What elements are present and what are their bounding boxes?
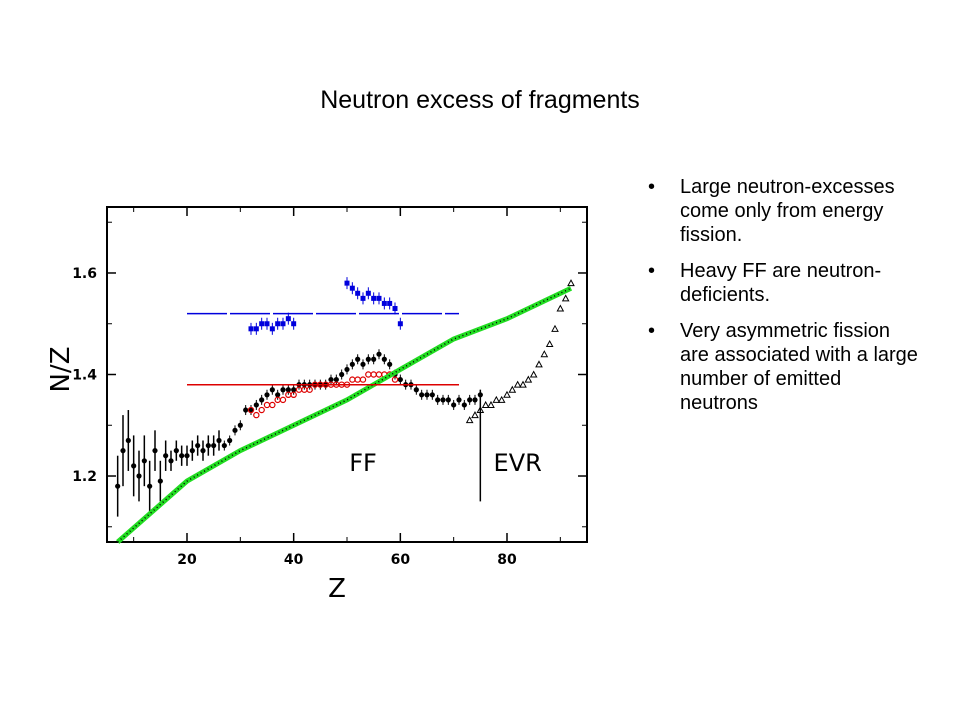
data-point <box>529 370 538 378</box>
data-point <box>551 324 559 332</box>
x-tick-label: 60 <box>391 552 411 568</box>
data-point <box>487 400 495 408</box>
x-tick-label: 20 <box>177 552 197 568</box>
slide-title: Neutron excess of fragments <box>320 86 640 114</box>
y-tick-label: 1.4 <box>72 368 97 384</box>
data-point <box>306 386 313 393</box>
data-point <box>354 376 361 383</box>
y-tick-label: 1.6 <box>72 266 97 282</box>
data-point <box>545 340 554 348</box>
bullet-item: • Heavy FF are neutron-deficients. <box>648 259 918 307</box>
bullet-item: • Large neutron-excesses come only from e… <box>648 175 918 247</box>
data-point <box>290 391 297 399</box>
data-point <box>540 350 549 358</box>
data-point <box>247 406 255 414</box>
data-point <box>567 279 575 287</box>
bullet-text: Very asymmetric fission are associated w… <box>680 320 918 414</box>
data-point <box>535 360 543 368</box>
data-point <box>519 380 527 388</box>
data-point <box>513 380 522 388</box>
data-point <box>359 376 367 383</box>
trend-line <box>116 285 573 544</box>
data-point <box>365 371 372 378</box>
data-point <box>263 401 271 409</box>
y-axis-title: N̄/Z <box>50 346 76 392</box>
data-point <box>349 376 356 383</box>
data-point <box>492 395 501 403</box>
data-point <box>258 406 265 414</box>
y-tick-label: 1.2 <box>72 469 97 485</box>
x-axis-title: Z <box>328 574 346 604</box>
bullet-text: Large neutron-excesses come only from en… <box>680 176 895 246</box>
region-label: EVR <box>494 449 542 477</box>
data-point <box>253 411 260 419</box>
bullet-item: • Very asymmetric fission are associated … <box>648 319 918 415</box>
dotted-trend-line <box>117 287 572 543</box>
data-point <box>279 396 287 404</box>
data-point <box>497 395 506 403</box>
data-point <box>375 371 383 378</box>
data-point <box>561 294 570 302</box>
data-point <box>269 401 276 409</box>
data-point <box>481 400 490 408</box>
bullet-glyph: • <box>648 320 656 342</box>
chart-svg: 20 40 60 80 1.2 1.4 1.6 Z N̄/Z FF EVR <box>50 206 588 604</box>
x-tick-label: 40 <box>284 552 304 568</box>
data-point <box>556 304 565 312</box>
plot-frame <box>106 206 588 543</box>
data-point <box>471 411 479 419</box>
data-point <box>370 371 377 378</box>
x-tick-label: 80 <box>497 552 517 568</box>
data-point <box>503 390 511 398</box>
bullet-glyph: • <box>648 176 656 198</box>
region-label: FF <box>349 449 377 477</box>
bullet-glyph: • <box>648 260 656 282</box>
data-point <box>524 375 533 383</box>
neutron-excess-chart: 20 40 60 80 1.2 1.4 1.6 Z N̄/Z FF EVR <box>50 195 600 615</box>
data-point <box>465 416 474 424</box>
data-point <box>508 385 517 393</box>
bullet-list: • Large neutron-excesses come only from e… <box>648 175 918 427</box>
data-point <box>391 376 399 383</box>
bullet-text: Heavy FF are neutron-deficients. <box>680 260 882 306</box>
data-point <box>476 405 485 414</box>
